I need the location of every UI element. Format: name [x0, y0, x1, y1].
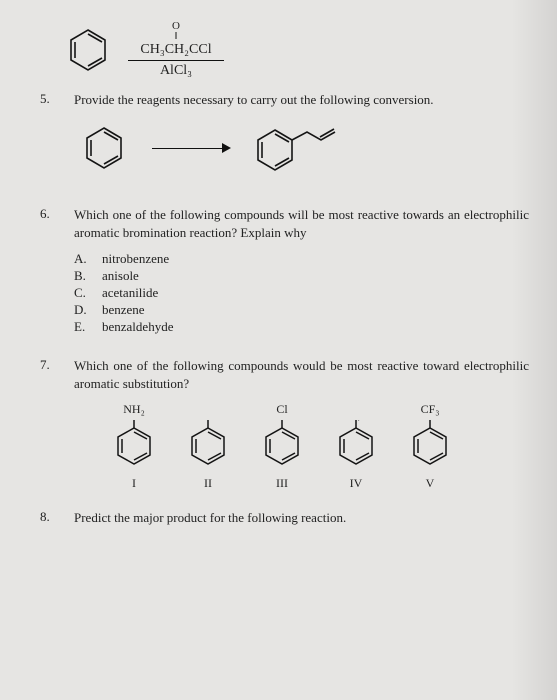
q5-num: 5.	[40, 91, 74, 107]
compound: CF₃ V	[406, 402, 454, 491]
q7-row: 7. Which one of the following compounds …	[40, 357, 529, 392]
benzene-icon	[406, 420, 454, 470]
opt-letter: E.	[74, 319, 102, 335]
opt-text: anisole	[102, 268, 139, 284]
reaction-arrow	[128, 60, 224, 61]
q8-row: 8. Predict the major product for the fol…	[40, 509, 529, 527]
product-icon	[249, 118, 359, 178]
benzene-icon	[110, 420, 158, 470]
q8-num: 8.	[40, 509, 74, 525]
opt-letter: A.	[74, 251, 102, 267]
q6-option: B.anisole	[74, 268, 529, 284]
compound-label: III	[276, 476, 288, 491]
opt-text: acetanilide	[102, 285, 158, 301]
reagent-block: O ‖ CH₃CH₂CCl AlCl₃	[128, 22, 224, 79]
arrow-shaft	[152, 148, 222, 149]
q6-num: 6.	[40, 206, 74, 222]
reagent-top: CH₃CH₂CCl	[128, 42, 224, 57]
benzene-icon: O	[332, 420, 380, 470]
compound: O IV	[332, 402, 380, 491]
q4-reaction: O ‖ CH₃CH₂CCl AlCl₃	[62, 22, 529, 79]
compound: Cl III	[258, 402, 306, 491]
benzene-icon	[184, 420, 232, 470]
q6-option: D.benzene	[74, 302, 529, 318]
q7-num: 7.	[40, 357, 74, 373]
compound: II	[184, 402, 232, 491]
q7-compounds: NH₂IIIClIIIOIVCF₃V	[110, 402, 529, 491]
q8-text: Predict the major product for the follow…	[74, 509, 529, 527]
compound-label: I	[132, 476, 136, 491]
compound-label: IV	[350, 476, 363, 491]
opt-text: benzene	[102, 302, 145, 318]
compound: NH₂ I	[110, 402, 158, 491]
opt-text: benzaldehyde	[102, 319, 173, 335]
q6-row: 6. Which one of the following compounds …	[40, 206, 529, 241]
q5-row: 5. Provide the reagents necessary to car…	[40, 91, 529, 109]
compound-label: II	[204, 476, 212, 491]
q6-text: Which one of the following compounds wil…	[74, 206, 529, 241]
substituent-label: NH₂	[123, 402, 145, 418]
q7-text: Which one of the following compounds wou…	[74, 357, 529, 392]
opt-letter: C.	[74, 285, 102, 301]
q5-scheme	[78, 118, 529, 178]
q6-option: C.acetanilide	[74, 285, 529, 301]
substituent-label: Cl	[276, 402, 287, 418]
q5-text: Provide the reagents necessary to carry …	[74, 91, 529, 109]
page-shadow	[511, 0, 557, 700]
arrow-head-icon	[222, 143, 231, 153]
dbl-label: ‖	[174, 30, 177, 42]
opt-letter: D.	[74, 302, 102, 318]
compound-label: V	[426, 476, 435, 491]
q6-option: E.benzaldehyde	[74, 319, 529, 335]
q6-option: A.nitrobenzene	[74, 251, 529, 267]
opt-letter: B.	[74, 268, 102, 284]
benzene-icon	[78, 122, 130, 174]
reagent-bot: AlCl₃	[128, 63, 224, 78]
substituent-label: CF₃	[421, 402, 440, 418]
opt-text: nitrobenzene	[102, 251, 169, 267]
benzene-icon	[62, 24, 114, 76]
benzene-icon	[258, 420, 306, 470]
